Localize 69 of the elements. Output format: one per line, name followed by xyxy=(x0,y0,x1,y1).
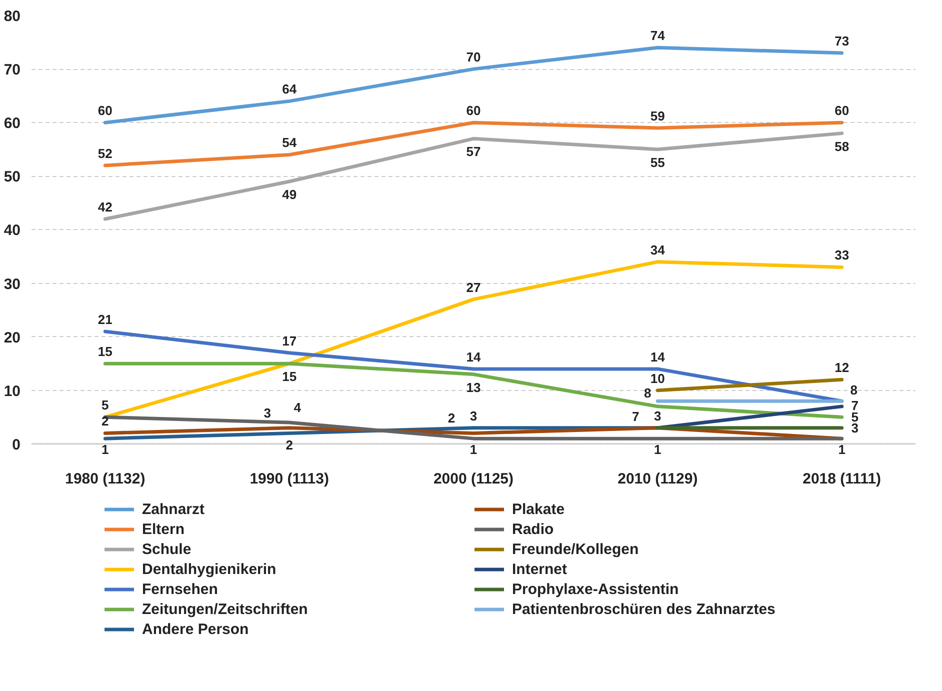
data-label: 8 xyxy=(644,386,652,401)
data-label: 14 xyxy=(650,349,666,364)
data-label: 7 xyxy=(851,398,858,413)
data-label: 52 xyxy=(98,146,112,161)
y-tick-label: 20 xyxy=(4,329,21,346)
data-label: 15 xyxy=(282,369,297,384)
data-label: 1 xyxy=(838,442,846,458)
data-label: 17 xyxy=(282,333,297,348)
legend-label: Fernsehen xyxy=(142,580,219,598)
data-label: 1 xyxy=(470,442,478,458)
data-label: 57 xyxy=(466,144,481,160)
x-tick-label: 2000 (1125) xyxy=(433,470,514,488)
data-label: 7 xyxy=(632,408,640,424)
data-label: 55 xyxy=(650,154,665,170)
x-tick-label: 1990 (1113) xyxy=(250,470,329,488)
y-tick-label: 80 xyxy=(4,8,21,25)
data-label: 64 xyxy=(282,82,298,97)
data-label: 15 xyxy=(98,344,112,360)
y-tick-label: 10 xyxy=(4,382,21,400)
data-label: 54 xyxy=(282,135,298,150)
y-tick-label: 40 xyxy=(4,222,21,240)
data-label: 73 xyxy=(834,33,850,48)
legend-label: Zahnarzt xyxy=(142,500,206,518)
data-label: 1 xyxy=(654,442,662,458)
data-label: 34 xyxy=(650,242,666,258)
data-label: 8 xyxy=(850,382,858,398)
data-label: 27 xyxy=(466,280,481,295)
x-tick-label: 2010 (1129) xyxy=(618,470,698,488)
legend-label: Zeitungen/Zeitschriften xyxy=(142,600,309,618)
y-tick-label: 0 xyxy=(12,436,20,454)
legend-label: Schule xyxy=(142,540,192,558)
data-label: 14 xyxy=(466,349,482,364)
data-label: 42 xyxy=(98,200,112,214)
x-tick-label: 2018 (1111) xyxy=(802,470,882,488)
legend-label: Andere Person xyxy=(142,620,250,638)
data-label: 70 xyxy=(466,50,481,65)
data-label: 59 xyxy=(650,108,665,124)
data-label: 3 xyxy=(264,405,271,420)
data-label: 49 xyxy=(282,187,297,202)
data-label: 21 xyxy=(98,312,112,327)
y-tick-label: 70 xyxy=(4,62,21,79)
data-label: 13 xyxy=(466,380,481,395)
data-label: 2 xyxy=(286,438,293,453)
data-label: 1 xyxy=(102,442,109,458)
data-label: 60 xyxy=(466,103,481,118)
data-label: 60 xyxy=(98,103,112,118)
legend-label: Radio xyxy=(512,520,555,538)
legend-label: Freunde/Kollegen xyxy=(512,540,640,558)
data-label: 4 xyxy=(294,400,302,415)
data-label: 33 xyxy=(834,248,850,263)
legend-label: Dentalhygienikerin xyxy=(142,560,278,578)
data-label: 5 xyxy=(102,398,109,413)
legend-label: Internet xyxy=(512,560,568,578)
y-tick-label: 30 xyxy=(4,276,21,293)
data-label: 3 xyxy=(654,408,662,424)
data-label: 60 xyxy=(834,103,850,118)
legend-label: Prophylaxe-Assistentin xyxy=(512,580,680,598)
y-tick-label: 50 xyxy=(4,168,21,186)
data-label: 12 xyxy=(834,360,850,376)
legend-label: Patientenbroschüren des Zahnarztes xyxy=(512,600,776,618)
data-label: 74 xyxy=(650,28,666,44)
data-label: 2 xyxy=(448,410,456,426)
legend-label: Eltern xyxy=(142,520,186,538)
data-label: 10 xyxy=(650,370,665,386)
x-tick-label: 1980 (1132) xyxy=(65,470,146,488)
data-label: 3 xyxy=(470,408,478,424)
legend-label: Plakate xyxy=(512,500,566,518)
y-tick-label: 60 xyxy=(4,115,21,132)
data-label: 58 xyxy=(834,138,850,154)
